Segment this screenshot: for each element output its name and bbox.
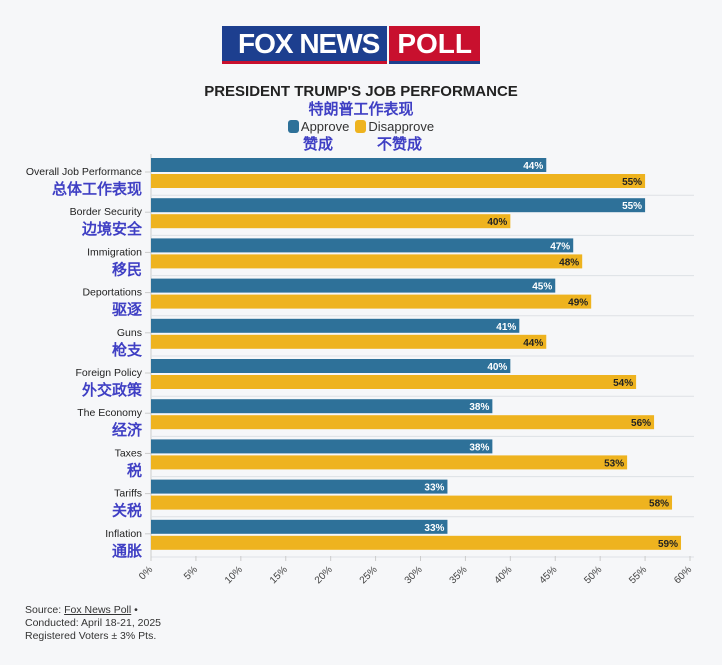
category-label-zh: 总体工作表现 bbox=[52, 180, 142, 198]
x-tick-label: 0% bbox=[137, 564, 155, 582]
data-label: 58% bbox=[649, 499, 669, 510]
bar-disapprove bbox=[151, 334, 547, 349]
bar-approve bbox=[151, 318, 520, 333]
x-tick-label: 25% bbox=[358, 564, 380, 586]
category-label: Guns bbox=[117, 327, 142, 339]
category-label-zh: 经济 bbox=[112, 421, 143, 439]
category-label-zh: 枪支 bbox=[112, 341, 143, 359]
data-label: 41% bbox=[496, 322, 516, 333]
data-label: 56% bbox=[631, 418, 651, 429]
category-label: The Economy bbox=[77, 407, 143, 419]
data-label: 59% bbox=[658, 539, 678, 550]
x-tick-label: 15% bbox=[268, 564, 290, 586]
bar-chart: Overall Job Performance 总体工作表现 44% 55% Borde… bbox=[26, 154, 694, 586]
bar-approve bbox=[151, 359, 511, 373]
x-tick-label: 40% bbox=[493, 564, 515, 586]
category-label: Tariffs bbox=[114, 488, 142, 500]
disapprove-swatch bbox=[355, 120, 367, 133]
bar-disapprove bbox=[151, 375, 637, 389]
x-tick-label: 60% bbox=[672, 564, 694, 586]
x-tick-label: 35% bbox=[448, 564, 470, 586]
bar-approve bbox=[151, 158, 547, 172]
footer: Source: Fox News Poll • Conducted: April… bbox=[25, 604, 161, 643]
data-label: 45% bbox=[532, 282, 552, 293]
logo-poll: POLL bbox=[389, 26, 481, 64]
bar-disapprove bbox=[151, 415, 655, 430]
data-label: 33% bbox=[424, 523, 444, 534]
bar-disapprove bbox=[151, 254, 583, 269]
bar-disapprove bbox=[151, 214, 511, 229]
bar-approve bbox=[151, 198, 646, 213]
category-label: Immigration bbox=[87, 246, 142, 258]
legend-item-disapprove[interactable]: Disapprove bbox=[355, 119, 434, 134]
data-label: 38% bbox=[469, 442, 489, 453]
fox-news-poll-logo: FOX NEWS POLL bbox=[222, 26, 481, 64]
source-link[interactable]: Fox News Poll bbox=[64, 604, 132, 616]
data-label: 38% bbox=[469, 402, 489, 413]
data-label: 47% bbox=[550, 241, 570, 252]
chart-title: PRESIDENT TRUMP'S JOB PERFORMANCE bbox=[204, 83, 518, 100]
category-label-zh: 边境安全 bbox=[81, 220, 143, 238]
data-label: 33% bbox=[424, 483, 444, 494]
data-label: 44% bbox=[523, 338, 543, 349]
legend-item-approve[interactable]: Approve bbox=[287, 119, 350, 134]
bar-approve bbox=[151, 238, 574, 253]
x-tick-label: 45% bbox=[537, 564, 559, 586]
data-label: 40% bbox=[487, 362, 507, 373]
category-label-zh: 驱逐 bbox=[112, 302, 142, 319]
bar-disapprove bbox=[151, 294, 592, 309]
x-tick-label: 5% bbox=[182, 564, 200, 582]
x-tick-label: 20% bbox=[313, 564, 335, 586]
data-label: 40% bbox=[487, 217, 507, 228]
data-label: 54% bbox=[613, 378, 633, 389]
bar-disapprove bbox=[151, 495, 673, 510]
margin-of-error: Registered Voters ± 3% Pts. bbox=[25, 630, 157, 642]
bar-approve bbox=[151, 519, 448, 534]
conducted-dates: Conducted: April 18-21, 2025 bbox=[25, 617, 162, 629]
source-bullet: • bbox=[131, 604, 138, 616]
category-label-zh: 外交政策 bbox=[81, 381, 143, 399]
data-label: 55% bbox=[622, 177, 642, 188]
bar-disapprove bbox=[151, 174, 646, 188]
legend-label-approve: Approve bbox=[300, 119, 350, 134]
data-label: 55% bbox=[622, 201, 642, 212]
category-label-zh: 通胀 bbox=[112, 543, 142, 560]
category-label: Inflation bbox=[105, 528, 142, 540]
category-label: Overall Job Performance bbox=[26, 166, 142, 178]
bar-disapprove bbox=[151, 535, 682, 550]
x-tick-label: 50% bbox=[582, 564, 604, 586]
category-label: Foreign Policy bbox=[75, 367, 142, 379]
x-tick-label: 30% bbox=[403, 564, 425, 586]
approve-swatch bbox=[287, 120, 299, 133]
source-label: Source: bbox=[25, 604, 65, 616]
bar-disapprove bbox=[151, 455, 628, 470]
bar-approve bbox=[151, 278, 556, 293]
bar-approve bbox=[151, 399, 493, 414]
bar-approve bbox=[151, 439, 493, 454]
category-label-zh: 关税 bbox=[112, 502, 142, 520]
data-label: 49% bbox=[568, 298, 588, 309]
x-tick-label: 10% bbox=[223, 564, 245, 586]
data-label: 53% bbox=[604, 458, 624, 469]
bar-approve bbox=[151, 479, 448, 494]
x-tick-label: 55% bbox=[627, 564, 649, 586]
category-label-zh: 税 bbox=[127, 461, 142, 479]
category-label: Border Security bbox=[70, 206, 143, 218]
category-label: Deportations bbox=[82, 287, 142, 299]
logo-fox-news: FOX NEWS bbox=[222, 26, 388, 64]
category-label: Taxes bbox=[115, 447, 142, 459]
data-label: 44% bbox=[523, 161, 543, 172]
legend-label-disapprove: Disapprove bbox=[368, 119, 435, 134]
legend: Approve Disapprove bbox=[0, 119, 722, 134]
category-label-zh: 移民 bbox=[112, 260, 142, 278]
legend-zh-approve: 赞成 bbox=[303, 135, 334, 153]
data-label: 48% bbox=[559, 257, 579, 268]
chart-subtitle-zh: 特朗普工作表现 bbox=[308, 100, 414, 118]
legend-zh-disapprove: 不赞成 bbox=[377, 135, 423, 153]
